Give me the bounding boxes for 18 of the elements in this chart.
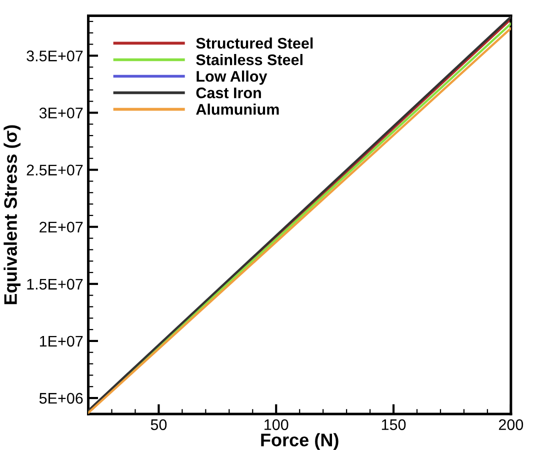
y-tick-label: 1.5E+07 [27,278,83,290]
y-axis-title: Equivalent Stress (σ) [4,125,21,304]
x-axis-title: Force (N) [261,433,338,450]
legend-label: Alumunium [196,104,279,115]
legend-label: Stainless Steel [196,54,302,66]
x-tick-label: 100 [264,419,288,430]
x-tick-label: 150 [382,419,406,430]
y-tick-label: 5E+06 [39,392,83,404]
y-tick-label: 1E+07 [40,336,83,347]
y-tick-label: 3E+07 [39,108,83,118]
x-tick-label: 50 [150,419,167,430]
legend-label: Low Alloy [196,70,268,85]
legend-label: Cast Iron [196,87,261,98]
y-tick-label: 2.5E+07 [26,164,83,176]
y-tick-label: 3.5E+07 [26,50,83,62]
legend-label: Structured Steel [196,37,313,49]
y-tick-label: 2E+07 [40,222,83,233]
x-tick-label: 200 [498,419,524,430]
